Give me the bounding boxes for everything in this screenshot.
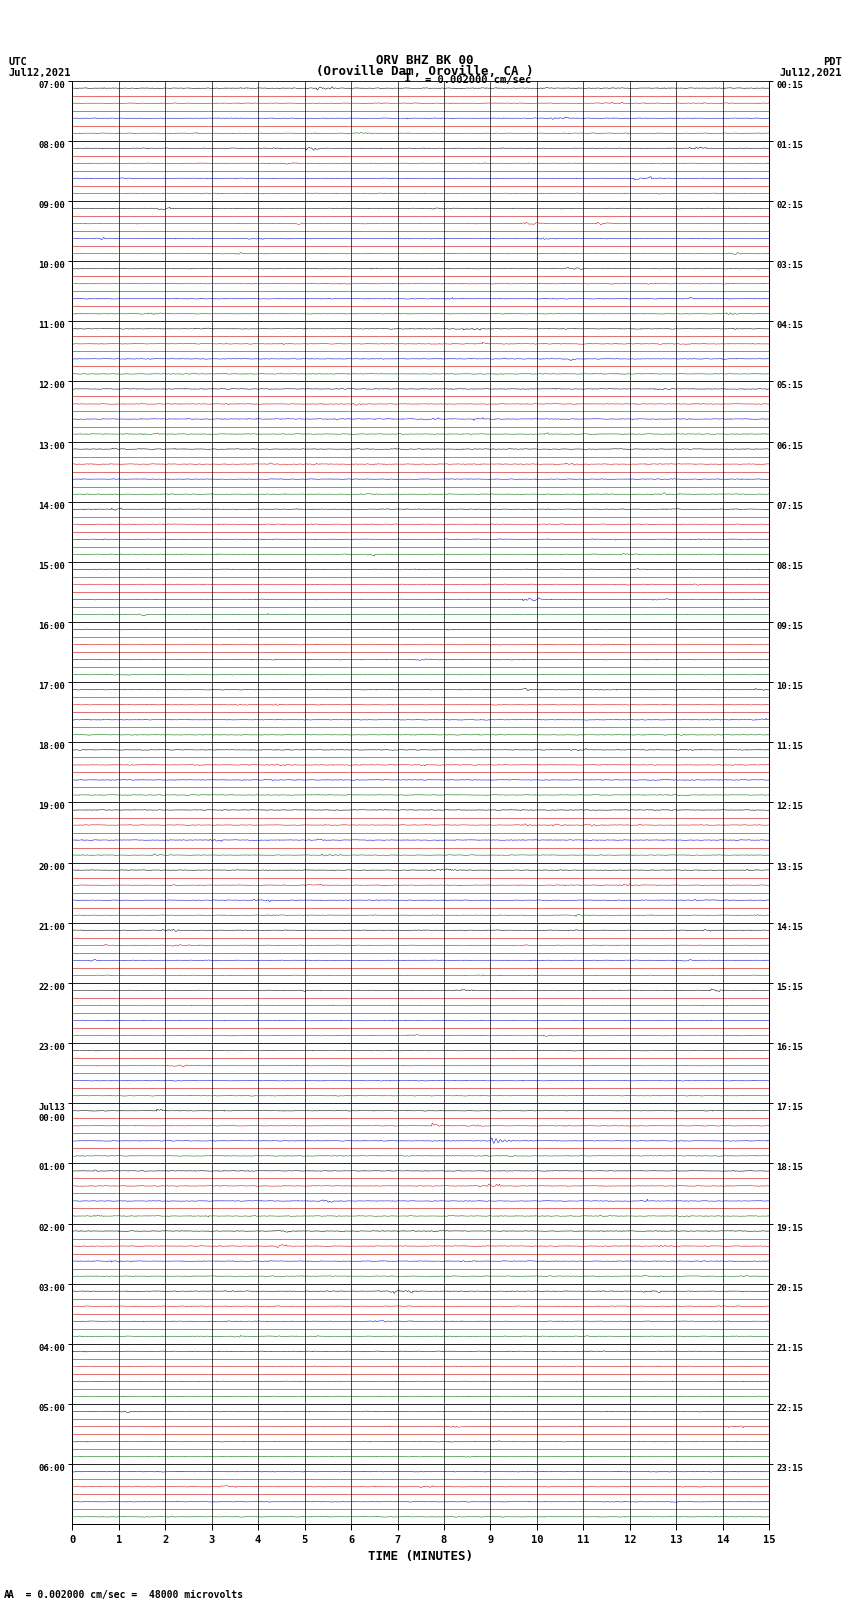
Text: (Oroville Dam, Oroville, CA ): (Oroville Dam, Oroville, CA ): [316, 65, 534, 77]
Text: A  = 0.002000 cm/sec =  48000 microvolts: A = 0.002000 cm/sec = 48000 microvolts: [8, 1590, 243, 1600]
Text: = 0.002000 cm/sec: = 0.002000 cm/sec: [425, 76, 531, 85]
Text: ORV BHZ BK 00: ORV BHZ BK 00: [377, 53, 473, 66]
Text: Jul12,2021: Jul12,2021: [8, 68, 71, 77]
X-axis label: TIME (MINUTES): TIME (MINUTES): [368, 1550, 473, 1563]
Text: Jul12,2021: Jul12,2021: [779, 68, 842, 77]
Text: PDT: PDT: [823, 56, 842, 66]
Text: UTC: UTC: [8, 56, 27, 66]
Text: A: A: [4, 1590, 10, 1600]
Text: I: I: [405, 71, 411, 84]
